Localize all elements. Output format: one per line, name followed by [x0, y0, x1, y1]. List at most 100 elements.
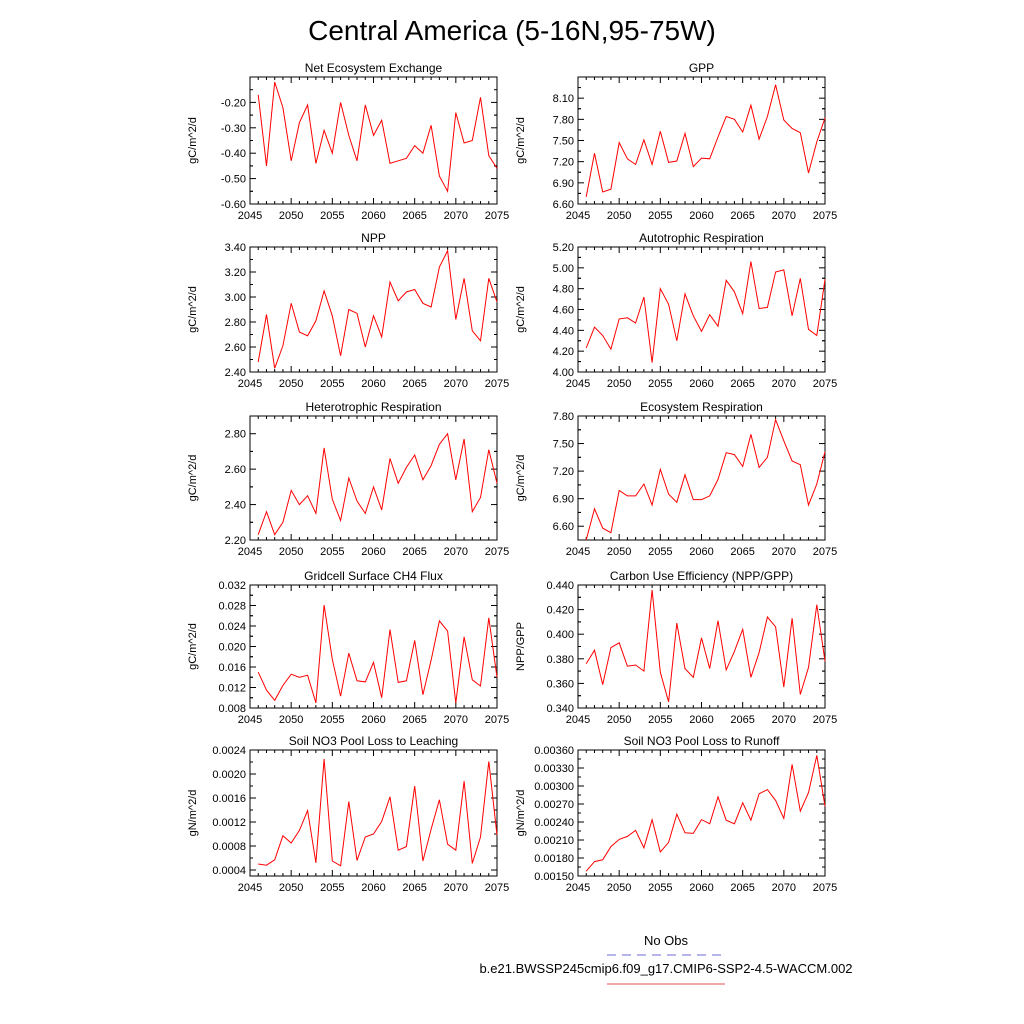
series-line [585, 261, 826, 363]
y-tick-label: 0.00150 [534, 871, 574, 883]
y-axis-label: NPP/GPP [515, 622, 527, 671]
y-tick-label: 0.012 [218, 683, 246, 695]
y-axis-label: gN/m^2/d [515, 790, 527, 837]
x-tick-label: 2060 [689, 210, 713, 222]
y-tick-label: 0.360 [546, 678, 574, 690]
y-tick-label: 0.00330 [534, 763, 574, 775]
x-tick-label: 2055 [320, 546, 344, 558]
y-tick-label: 2.60 [225, 342, 246, 354]
y-tick-label: 3.20 [225, 267, 246, 279]
y-tick-label: 0.420 [546, 605, 574, 617]
x-tick-label: 2075 [485, 210, 509, 222]
y-tick-label: 7.80 [553, 411, 574, 423]
y-tick-label: 2.20 [225, 535, 246, 547]
y-tick-label: 0.020 [218, 642, 246, 654]
x-tick-label: 2045 [238, 210, 262, 222]
y-axis-label: gC/m^2/d [187, 286, 199, 333]
x-tick-label: 2065 [402, 546, 426, 558]
x-tick-label: 2055 [648, 378, 672, 390]
x-tick-label: 2070 [772, 882, 796, 894]
panel-title: Soil NO3 Pool Loss to Leaching [289, 734, 458, 748]
x-tick-label: 2060 [361, 546, 385, 558]
x-tick-label: 2055 [648, 882, 672, 894]
series-line [257, 248, 498, 369]
series-line [258, 758, 498, 867]
x-tick-label: 2050 [279, 714, 303, 726]
x-tick-label: 2070 [444, 714, 468, 726]
x-tick-label: 2075 [813, 210, 837, 222]
x-tick-label: 2060 [361, 882, 385, 894]
x-tick-label: 2060 [361, 378, 385, 390]
plot-frame [577, 415, 826, 541]
y-tick-label: 5.00 [553, 263, 574, 275]
y-tick-label: 4.00 [553, 367, 574, 379]
panel-title: GPP [689, 61, 714, 75]
x-tick-label: 2055 [320, 378, 344, 390]
x-tick-label: 2050 [279, 546, 303, 558]
x-tick-label: 2050 [279, 210, 303, 222]
x-tick-label: 2060 [361, 714, 385, 726]
y-axis-label: gC/m^2/d [187, 455, 199, 502]
chart-panel-6: Ecosystem Respiration 2045 2050 2055 2060 206… [515, 400, 837, 558]
panel-title: Ecosystem Respiration [640, 400, 763, 414]
x-tick-label: 2065 [730, 882, 754, 894]
legend: No Obs b.e21.BWSSP245cmip6.f09_g17.CMIP6… [479, 933, 853, 985]
x-tick-label: 2075 [485, 714, 509, 726]
y-tick-label: 0.028 [218, 601, 246, 613]
series-line [257, 432, 498, 536]
y-tick-label: 7.20 [553, 157, 574, 169]
y-tick-label: 6.60 [553, 199, 574, 211]
y-tick-label: 2.40 [225, 500, 246, 512]
x-tick-label: 2070 [772, 546, 796, 558]
x-tick-label: 2070 [444, 546, 468, 558]
x-tick-label: 2050 [279, 378, 303, 390]
y-tick-label: 3.00 [225, 292, 246, 304]
y-tick-label: 3.40 [225, 242, 246, 254]
y-tick-label: 2.60 [225, 464, 246, 476]
x-tick-label: 2065 [730, 210, 754, 222]
y-tick-label: 0.340 [546, 703, 574, 715]
y-tick-label: 0.00300 [534, 781, 574, 793]
y-tick-label: -0.30 [221, 123, 246, 135]
y-axis-label: gC/m^2/d [187, 623, 199, 670]
y-tick-label: -0.40 [221, 148, 246, 160]
y-axis-label: gC/m^2/d [187, 117, 199, 164]
x-tick-label: 2060 [689, 378, 713, 390]
y-tick-label: 5.20 [553, 242, 574, 254]
x-tick-label: 2050 [607, 210, 631, 222]
y-tick-label: 4.80 [553, 284, 574, 296]
series-line [257, 81, 498, 193]
x-tick-label: 2075 [813, 714, 837, 726]
y-tick-label: 0.400 [546, 629, 574, 641]
x-tick-label: 2070 [444, 210, 468, 222]
chart-panel-7: Gridcell Surface CH4 Flux 2045 2050 2055 206… [187, 569, 509, 726]
x-tick-label: 2060 [689, 546, 713, 558]
chart-panels: Net Ecosystem Exchange 2045 2050 2055 2060 20… [187, 61, 837, 894]
y-axis-label: gC/m^2/d [515, 455, 527, 502]
x-tick-label: 2055 [320, 210, 344, 222]
panel-title: Net Ecosystem Exchange [305, 61, 443, 75]
y-tick-label: 4.40 [553, 325, 574, 337]
x-tick-label: 2050 [607, 546, 631, 558]
x-tick-label: 2045 [566, 378, 590, 390]
y-tick-label: 7.20 [553, 466, 574, 478]
series-line [585, 589, 826, 703]
y-tick-label: 4.60 [553, 305, 574, 317]
panel-title: Soil NO3 Pool Loss to Runoff [624, 734, 781, 748]
y-tick-label: 0.0020 [212, 769, 246, 781]
x-tick-label: 2075 [485, 378, 509, 390]
plot-frame [249, 584, 498, 709]
panel-title: NPP [361, 231, 386, 245]
plot-frame [249, 76, 498, 205]
chart-panel-10: Soil NO3 Pool Loss to Runoff 2045 2050 2055… [515, 734, 837, 894]
y-tick-label: -0.50 [221, 174, 246, 186]
x-tick-label: 2045 [238, 546, 262, 558]
panel-title: Carbon Use Efficiency (NPP/GPP) [610, 569, 793, 583]
y-tick-label: 0.00270 [534, 799, 574, 811]
y-tick-label: 2.80 [225, 317, 246, 329]
figure-title: Central America (5-16N,95-75W) [308, 15, 716, 46]
y-tick-label: 7.80 [553, 114, 574, 126]
x-tick-label: 2055 [648, 714, 672, 726]
y-tick-label: -0.60 [221, 199, 246, 211]
chart-panel-3: NPP 2045 2050 2055 2060 2065 2070 2075 2.40 2.60 2… [187, 231, 509, 390]
